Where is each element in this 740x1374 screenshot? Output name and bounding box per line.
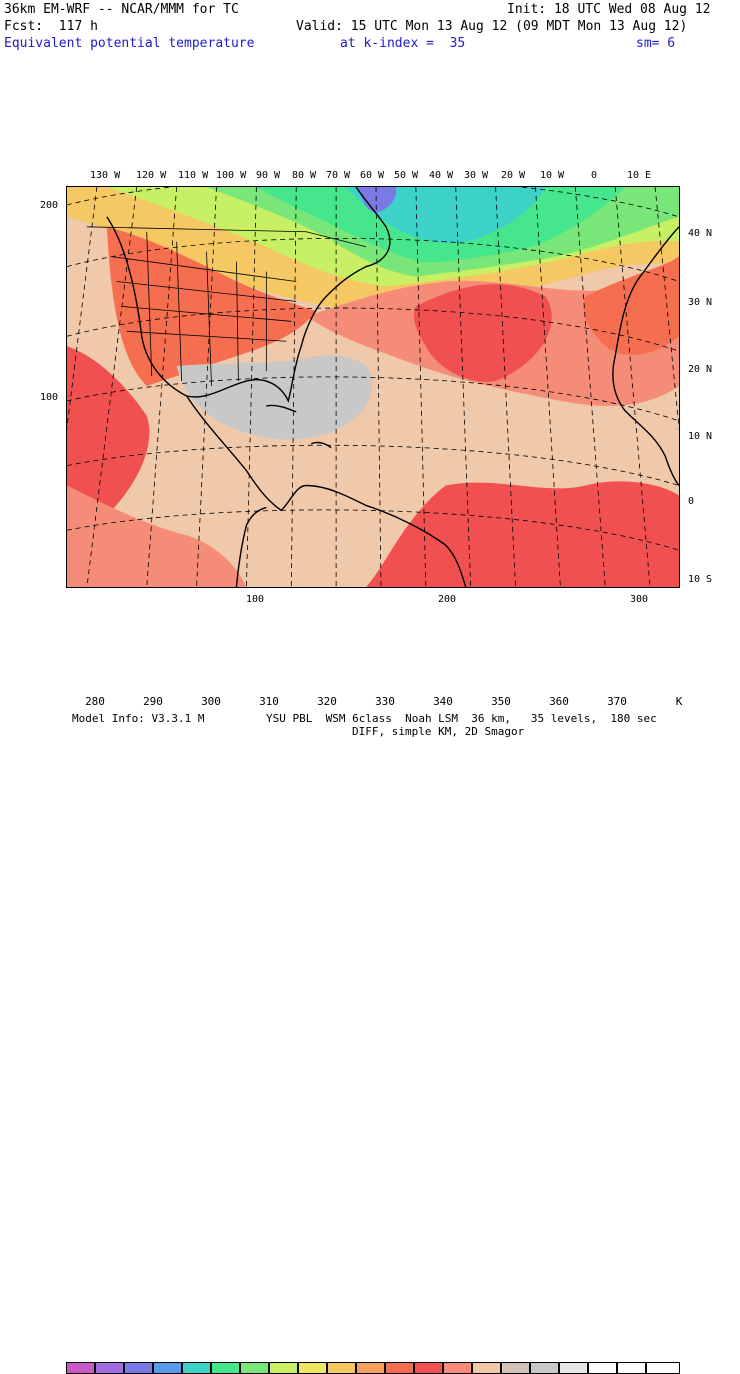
colorbar-swatch — [617, 1362, 646, 1374]
physics-info: YSU PBL WSM 6class Noah LSM 36 km, 35 le… — [266, 712, 657, 725]
lat-label: 10 S — [688, 574, 713, 585]
lon-label: 10 W — [540, 170, 565, 181]
colorbar-swatch — [443, 1362, 472, 1374]
band-340-pacific — [67, 346, 150, 546]
colorbar — [66, 681, 680, 1374]
colorbar-unit: K — [675, 695, 683, 708]
colorbar-swatch — [356, 1362, 385, 1374]
hispaniola-outline — [310, 441, 332, 449]
north-america-coast — [106, 187, 391, 403]
colorbar-swatch — [124, 1362, 153, 1374]
grid-y-tick: 200 — [40, 200, 59, 211]
colorbar-label: 300 — [201, 695, 221, 708]
colorbar-swatch — [559, 1362, 588, 1374]
lon-label: 50 W — [394, 170, 419, 181]
colorbar-label: 340 — [433, 695, 453, 708]
colorbar-label: 360 — [549, 695, 569, 708]
colorbar-swatch — [472, 1362, 501, 1374]
valid-time: Valid: 15 UTC Mon 13 Aug 12 (09 MDT Mon … — [296, 19, 688, 34]
field-name: Equivalent potential temperature — [4, 36, 255, 51]
colorbar-label: 310 — [259, 695, 279, 708]
colorbar-swatch — [153, 1362, 182, 1374]
theta-e-map — [66, 186, 680, 588]
colorbar-swatch — [269, 1362, 298, 1374]
grid-y-tick: 100 — [40, 392, 59, 403]
level-info: at k-index = 35 — [340, 36, 466, 51]
band-340-east — [583, 256, 679, 355]
graticule — [67, 187, 679, 587]
band-350-southwest — [67, 485, 247, 587]
model-title: 36km EM-WRF -- NCAR/MMM for TC — [4, 2, 239, 17]
colorbar-swatch — [95, 1362, 124, 1374]
diffusion-info: DIFF, simple KM, 2D Smagor — [352, 725, 525, 738]
colorbar-swatch — [530, 1362, 559, 1374]
lat-label: 0 — [688, 496, 695, 507]
colorbar-swatch — [240, 1362, 269, 1374]
lat-label: 20 N — [688, 364, 713, 375]
lon-label: 110 W — [178, 170, 209, 181]
lon-label: 80 W — [292, 170, 317, 181]
colorbar-label: 370 — [607, 695, 627, 708]
lon-label: 120 W — [136, 170, 167, 181]
colorbar-swatch — [182, 1362, 211, 1374]
colorbar-swatch — [298, 1362, 327, 1374]
colorbar-swatch — [501, 1362, 530, 1374]
lon-label: 20 W — [501, 170, 526, 181]
lon-label: 90 W — [256, 170, 281, 181]
band-340-atlantic — [413, 284, 552, 382]
band-340-south — [366, 481, 679, 587]
lon-label: 100 W — [216, 170, 247, 181]
colorbar-swatch — [414, 1362, 443, 1374]
lon-label: 130 W — [90, 170, 121, 181]
grid-x-tick: 300 — [630, 594, 649, 605]
colorbar-swatch — [385, 1362, 414, 1374]
colorbar-label: 320 — [317, 695, 337, 708]
colorbar-label: 350 — [491, 695, 511, 708]
colorbar-label: 330 — [375, 695, 395, 708]
central-south-america-coast — [186, 395, 467, 587]
band-340-us — [106, 226, 317, 387]
colorbar-swatch — [211, 1362, 240, 1374]
lon-label: 60 W — [360, 170, 385, 181]
state-borders — [86, 226, 367, 387]
lon-label: 10 E — [627, 170, 652, 181]
lat-label: 40 N — [688, 228, 713, 239]
africa-europe-coast — [612, 226, 679, 486]
band-360-gulf — [176, 355, 373, 440]
coastlines — [106, 187, 679, 587]
lon-label: 30 W — [464, 170, 489, 181]
lon-label: 40 W — [429, 170, 454, 181]
colorbar-swatch — [66, 1362, 95, 1374]
init-time: Init: 18 UTC Wed 08 Aug 12 — [507, 2, 711, 17]
smoothing-info: sm= 6 — [636, 36, 676, 51]
lon-label: 70 W — [326, 170, 351, 181]
grid-x-tick: 200 — [438, 594, 457, 605]
colorbar-label: 280 — [85, 695, 105, 708]
colorbar-swatch — [588, 1362, 617, 1374]
lat-label: 10 N — [688, 431, 713, 442]
colorbar-label: 290 — [143, 695, 163, 708]
lat-label: 30 N — [688, 297, 713, 308]
model-info: Model Info: V3.3.1 M — [72, 712, 205, 725]
band-300 — [346, 187, 546, 244]
band-290 — [358, 187, 397, 213]
colorbar-swatch — [646, 1362, 680, 1374]
grid-x-tick: 100 — [246, 594, 265, 605]
colorbar-swatch — [327, 1362, 356, 1374]
lon-label: 0 — [591, 170, 598, 181]
forecast-hour: Fcst: 117 h — [4, 19, 98, 34]
